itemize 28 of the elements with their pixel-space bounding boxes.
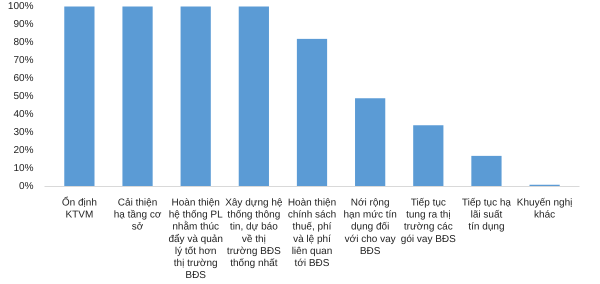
- x-tick-label: Tiếp tục hạ lãi suất tín dụng: [462, 198, 512, 233]
- bar: [413, 125, 444, 186]
- bar: [471, 156, 502, 186]
- bar: [180, 6, 211, 186]
- y-tick-label: 50%: [13, 91, 34, 102]
- x-tick-label: Cải thiện hạ tầng cơ sở: [114, 198, 162, 233]
- x-tick-label: Khuyến nghị khác: [516, 198, 572, 221]
- bar: [238, 6, 269, 186]
- x-tick-label: Xây dựng hệ thống thông tin, dự báo về thị trường BĐS thống nhất: [225, 198, 283, 269]
- x-tick-label: Ổn định KTVM: [62, 196, 97, 221]
- y-tick-label: 70%: [13, 55, 34, 66]
- bar: [64, 6, 95, 186]
- bar: [296, 38, 328, 186]
- y-tick-label: 80%: [13, 37, 34, 48]
- x-tick-label: Hoàn thiện hệ thống PL nhằm thúc đẩy và quản lý tốt hơn thị trường BĐS: [168, 198, 224, 282]
- y-tick-label: 60%: [13, 73, 34, 84]
- y-tick-label: 90%: [13, 19, 34, 30]
- y-tick-label: 30%: [13, 127, 34, 138]
- y-tick-label: 100%: [8, 1, 34, 12]
- y-tick-label: 10%: [13, 163, 34, 174]
- x-tick-label: Nới rộng hạn mức tín dụng đối với cho vay BĐS: [343, 198, 397, 257]
- y-tick-label: 0%: [19, 181, 34, 192]
- y-tick-label: 20%: [13, 145, 34, 156]
- x-tick-label: Hoàn thiện chính sách thuế, phí và lệ phí liên quan tới BĐS: [288, 198, 336, 269]
- bar: [122, 6, 153, 186]
- x-tick-label: Tiếp tục tung ra thị trường các gói vay BĐS: [400, 198, 456, 245]
- y-tick-label: 40%: [13, 109, 34, 120]
- bar: [355, 98, 386, 186]
